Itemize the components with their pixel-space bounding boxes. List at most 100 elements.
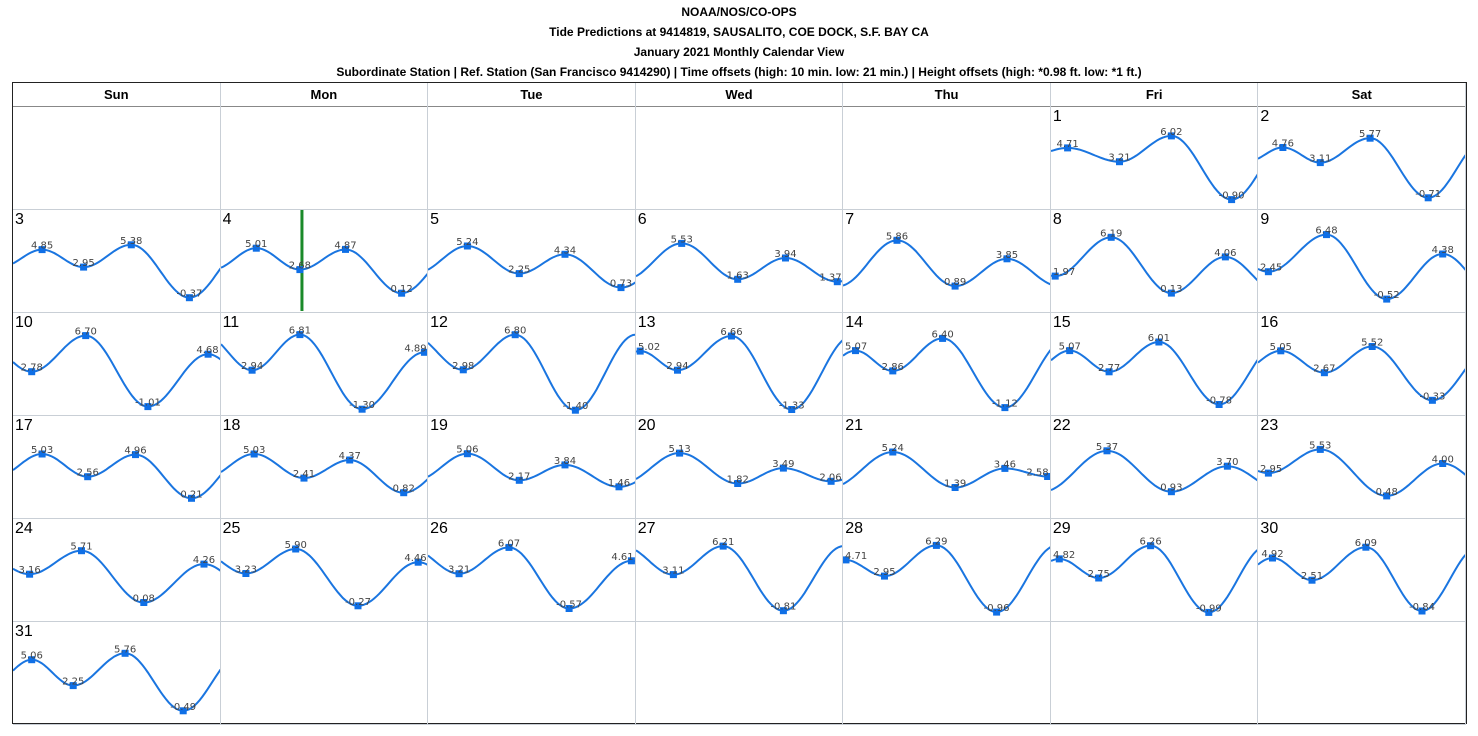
tide-point-marker[interactable]: [933, 541, 941, 549]
day-cell-19[interactable]: 5.06 2.17 3.84 1.46 19: [428, 416, 636, 519]
tide-point-marker[interactable]: [420, 348, 428, 356]
tide-point-marker[interactable]: [1383, 492, 1391, 500]
day-cell-3[interactable]: 4.85 2.95 5.38 -0.37 3: [13, 210, 221, 313]
tide-point-marker[interactable]: [1146, 542, 1154, 550]
tide-point-marker[interactable]: [1265, 469, 1273, 477]
tide-point-marker[interactable]: [84, 473, 92, 481]
tide-point-marker[interactable]: [250, 450, 258, 458]
tide-point-marker[interactable]: [1066, 347, 1074, 355]
day-cell-27[interactable]: 3.11 6.21 -0.81 27: [635, 519, 844, 622]
day-cell-18[interactable]: 5.03 2.41 4.37 0.82 18: [220, 416, 429, 519]
day-cell-24[interactable]: 3.16 5.71 0.08 4.26 24: [13, 519, 221, 622]
day-cell-20[interactable]: 5.13 1.82 3.49 2.06 20: [635, 416, 844, 519]
tide-point-marker[interactable]: [669, 571, 677, 579]
tide-point-marker[interactable]: [1308, 576, 1316, 584]
tide-point-marker[interactable]: [464, 450, 472, 458]
tide-point-marker[interactable]: [358, 405, 366, 413]
day-cell-15[interactable]: 5.07 2.77 6.01 -0.78 15: [1050, 313, 1259, 416]
day-cell-22[interactable]: 5.37 0.93 3.70 22: [1050, 416, 1259, 519]
tide-point-marker[interactable]: [1265, 268, 1273, 276]
tide-point-marker[interactable]: [675, 449, 683, 457]
tide-point-marker[interactable]: [1418, 607, 1426, 615]
tide-point-marker[interactable]: [993, 608, 1001, 616]
tide-point-marker[interactable]: [397, 289, 405, 297]
tide-point-marker[interactable]: [617, 284, 625, 292]
tide-point-marker[interactable]: [291, 545, 299, 553]
tide-point-marker[interactable]: [673, 366, 681, 374]
tide-point-marker[interactable]: [455, 570, 463, 578]
day-cell-13[interactable]: 5.02 2.94 6.66 -1.33 13: [635, 313, 844, 416]
tide-point-marker[interactable]: [1227, 196, 1235, 204]
tide-point-marker[interactable]: [399, 489, 407, 497]
day-cell-26[interactable]: 3.21 6.07 -0.57 4.61 26: [428, 519, 636, 622]
tide-point-marker[interactable]: [1105, 368, 1113, 376]
tide-point-marker[interactable]: [1383, 295, 1391, 303]
tide-point-marker[interactable]: [628, 557, 635, 565]
tide-point-marker[interactable]: [1323, 231, 1331, 239]
tide-point-marker[interactable]: [781, 254, 789, 262]
tide-point-marker[interactable]: [515, 270, 523, 278]
tide-point-marker[interactable]: [1321, 369, 1329, 377]
tide-point-marker[interactable]: [132, 451, 139, 459]
tide-point-marker[interactable]: [843, 556, 850, 564]
tide-point-marker[interactable]: [1051, 272, 1059, 280]
tide-point-marker[interactable]: [1055, 555, 1063, 563]
tide-point-marker[interactable]: [1439, 250, 1447, 258]
tide-point-marker[interactable]: [1167, 488, 1175, 496]
tide-point-marker[interactable]: [511, 331, 519, 339]
tide-point-marker[interactable]: [515, 476, 523, 484]
tide-point-marker[interactable]: [26, 570, 34, 578]
tide-point-marker[interactable]: [241, 570, 249, 577]
tide-point-marker[interactable]: [1044, 473, 1050, 480]
tide-point-marker[interactable]: [1167, 289, 1175, 297]
tide-point-marker[interactable]: [127, 241, 135, 249]
tide-point-marker[interactable]: [200, 560, 208, 568]
tide-point-marker[interactable]: [733, 275, 741, 283]
day-cell-14[interactable]: 5.07 2.86 6.40 -1.12 14: [843, 313, 1051, 416]
tide-point-marker[interactable]: [354, 602, 362, 610]
tide-point-marker[interactable]: [1362, 543, 1370, 551]
tide-point-marker[interactable]: [38, 246, 46, 254]
tide-point-marker[interactable]: [951, 282, 959, 290]
tide-point-marker[interactable]: [893, 236, 901, 244]
day-cell-2[interactable]: 4.76 3.11 5.77 -0.71 2: [1258, 107, 1466, 210]
day-cell-11[interactable]: 2.94 6.81 -1.30 4.89 11: [220, 313, 429, 416]
tide-point-marker[interactable]: [121, 649, 129, 657]
tide-point-marker[interactable]: [414, 558, 422, 566]
tide-point-marker[interactable]: [295, 331, 303, 339]
tide-point-marker[interactable]: [69, 682, 77, 690]
tide-point-marker[interactable]: [677, 239, 685, 247]
tide-point-marker[interactable]: [1279, 144, 1287, 151]
tide-point-marker[interactable]: [939, 334, 947, 342]
tide-point-marker[interactable]: [1221, 253, 1229, 261]
tide-point-marker[interactable]: [185, 294, 193, 302]
tide-point-marker[interactable]: [565, 605, 573, 612]
tide-point-marker[interactable]: [345, 456, 353, 464]
tide-point-marker[interactable]: [140, 599, 148, 606]
tide-point-marker[interactable]: [1429, 396, 1437, 404]
tide-point-marker[interactable]: [1167, 132, 1175, 140]
tide-point-marker[interactable]: [889, 367, 897, 375]
tide-point-marker[interactable]: [248, 366, 256, 374]
tide-point-marker[interactable]: [505, 543, 513, 551]
tide-point-marker[interactable]: [459, 366, 467, 374]
day-cell-5[interactable]: 5.24 2.25 4.34 0.73 5: [428, 210, 636, 313]
tide-point-marker[interactable]: [733, 480, 741, 487]
tide-point-marker[interactable]: [1317, 159, 1325, 167]
tide-point-marker[interactable]: [1369, 343, 1377, 350]
tide-point-marker[interactable]: [881, 572, 889, 580]
tide-point-marker[interactable]: [1155, 338, 1163, 346]
day-cell-10[interactable]: 2.78 6.70 -1.01 4.68 10: [13, 313, 221, 416]
tide-point-marker[interactable]: [951, 484, 959, 491]
tide-point-marker[interactable]: [1367, 134, 1375, 142]
tide-point-marker[interactable]: [28, 656, 36, 664]
tide-point-marker[interactable]: [889, 448, 897, 456]
tide-point-marker[interactable]: [615, 483, 623, 491]
day-cell-8[interactable]: 1.97 6.19 0.13 4.06 8: [1050, 210, 1259, 313]
tide-point-marker[interactable]: [1317, 445, 1325, 453]
tide-point-marker[interactable]: [188, 494, 195, 502]
tide-point-marker[interactable]: [779, 607, 787, 615]
tide-point-marker[interactable]: [779, 464, 787, 472]
day-cell-29[interactable]: 4.82 2.75 6.26 -0.99 29: [1050, 519, 1259, 622]
tide-point-marker[interactable]: [787, 406, 795, 413]
